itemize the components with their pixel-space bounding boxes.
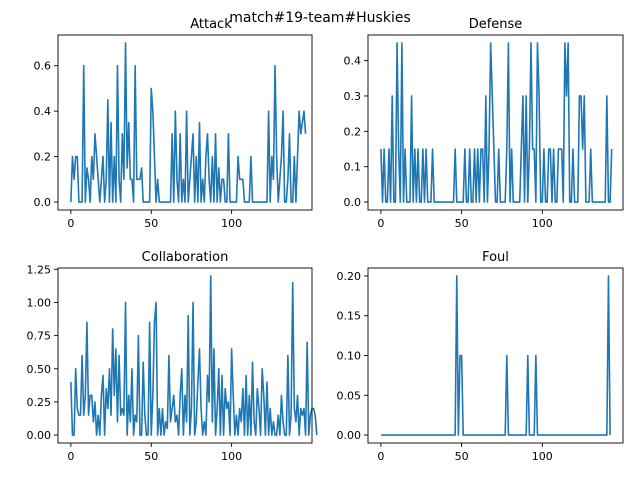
y-tick-label: 0.6 <box>34 60 52 73</box>
figure-suptitle: match#19-team#Huskies <box>229 10 411 26</box>
y-tick-label: 0.75 <box>27 330 52 343</box>
x-tick-label: 100 <box>221 217 242 230</box>
subplot-title-collaboration: Collaboration <box>142 250 229 265</box>
y-tick-label: 0.15 <box>337 310 362 323</box>
y-tick-label: 0.00 <box>27 429 52 442</box>
y-tick-label: 0.00 <box>337 429 362 442</box>
axes-frame-collaboration <box>57 267 313 444</box>
y-tick-label: 0.0 <box>344 196 362 209</box>
y-tick-label: 0.1 <box>344 161 362 174</box>
axes-frame-attack <box>57 34 313 211</box>
x-tick-label: 50 <box>144 217 158 230</box>
y-tick-label: 1.00 <box>27 296 52 309</box>
x-tick-label: 0 <box>377 217 384 230</box>
series-line-collaboration <box>70 275 318 436</box>
y-tick-label: 0.50 <box>27 363 52 376</box>
y-tick-label: 0.0 <box>34 196 52 209</box>
series-line-foul <box>380 275 611 436</box>
subplot-title-defense: Defense <box>469 17 523 32</box>
y-tick-label: 0.25 <box>27 396 52 409</box>
y-tick-label: 0.20 <box>337 270 362 283</box>
subplot-title-foul: Foul <box>482 250 509 265</box>
x-tick-label: 50 <box>455 450 469 463</box>
subplot-title-attack: Attack <box>190 17 232 32</box>
x-tick-label: 0 <box>377 450 384 463</box>
x-tick-label: 0 <box>67 450 74 463</box>
series-line-attack <box>70 42 307 203</box>
subplot-collaboration: 0 50 100 0.00 0.25 0.50 0.75 1.00 1.25 Collaborat… <box>27 250 318 463</box>
y-tick-label: 0.4 <box>344 55 362 68</box>
series-line-defense <box>380 42 613 203</box>
y-tick-label: 0.2 <box>344 125 362 138</box>
y-tick-label: 0.4 <box>34 105 52 118</box>
y-tick-label: 1.25 <box>27 263 52 276</box>
subplot-attack: 0 50 100 0.0 0.2 0.4 0.6 Attack <box>34 17 313 230</box>
x-tick-label: 100 <box>532 450 553 463</box>
x-tick-label: 50 <box>455 217 469 230</box>
y-tick-label: 0.05 <box>337 389 362 402</box>
subplot-foul: 0 50 100 0.00 0.05 0.10 0.15 0.20 Foul <box>337 250 624 463</box>
y-tick-label: 0.2 <box>34 151 52 164</box>
x-tick-label: 100 <box>532 217 553 230</box>
subplot-defense: 0 50 100 0.0 0.1 0.2 0.3 0.4 Defense <box>344 17 624 230</box>
y-tick-label: 0.10 <box>337 350 362 363</box>
x-tick-label: 50 <box>144 450 158 463</box>
x-tick-label: 100 <box>221 450 242 463</box>
x-tick-label: 0 <box>67 217 74 230</box>
axes-frame-defense <box>367 34 624 211</box>
y-tick-label: 0.3 <box>344 90 362 103</box>
